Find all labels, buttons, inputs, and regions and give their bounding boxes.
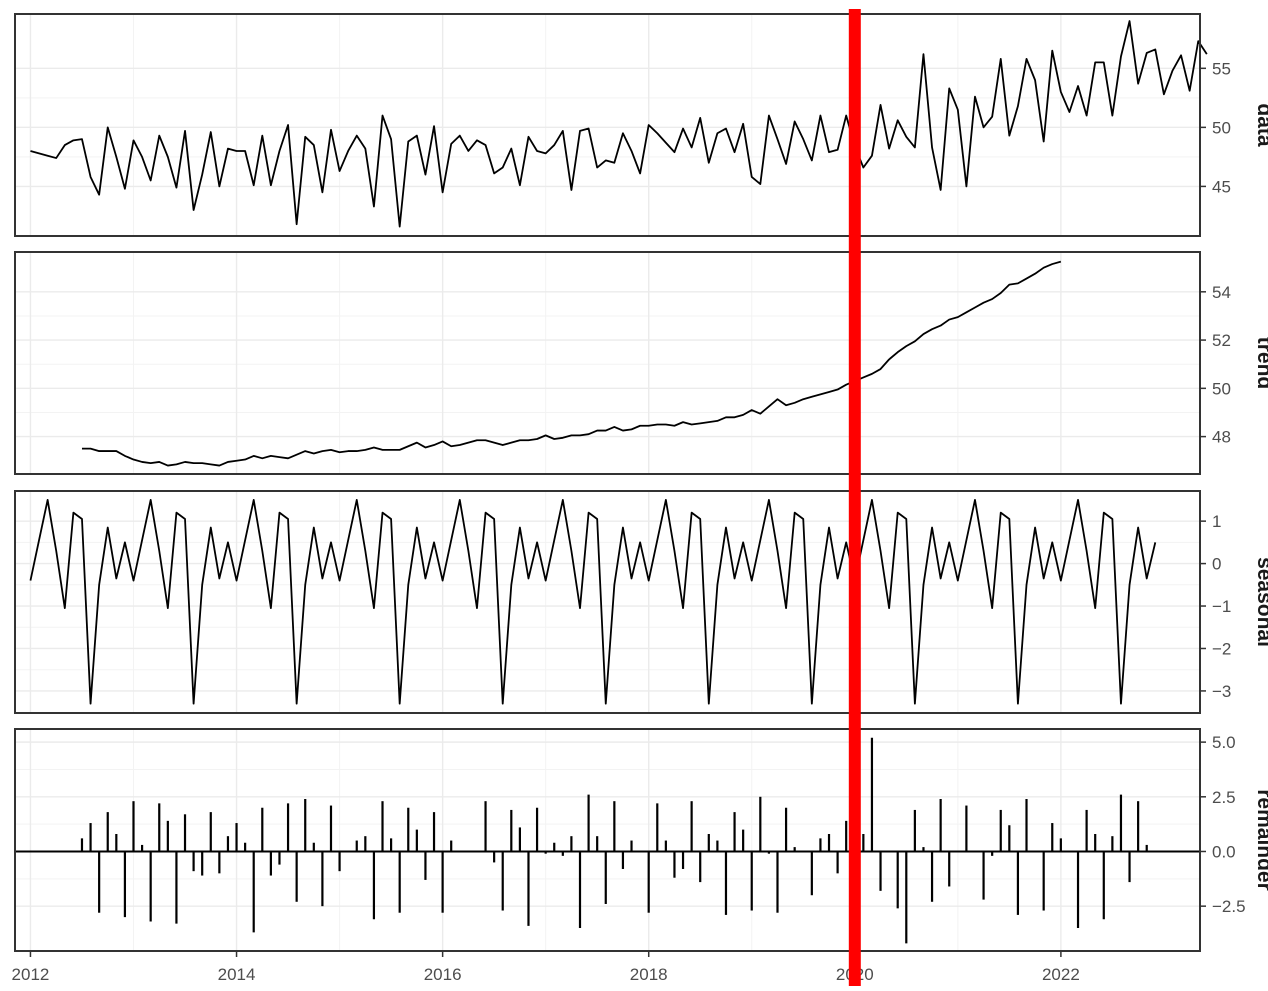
data-y-tick-label: 50 <box>1212 118 1231 137</box>
seasonal-y-tick-label: −2 <box>1212 639 1231 658</box>
trend-y-tick-label: 48 <box>1212 428 1231 447</box>
data-y-tick-label: 55 <box>1212 59 1231 78</box>
seasonal-panel-frame <box>14 490 1201 714</box>
data-series-line <box>30 20 1208 228</box>
remainder-y-tick-label: 5.0 <box>1212 733 1236 752</box>
data-y-tick-label: 45 <box>1212 177 1231 196</box>
x-tick-label: 2022 <box>1042 965 1080 984</box>
remainder-y-tick-label: 2.5 <box>1212 788 1236 807</box>
trend-strip-label: trend <box>1253 337 1268 390</box>
x-tick-label: 2014 <box>218 965 256 984</box>
x-tick-label: 2012 <box>12 965 50 984</box>
data-strip-label: data <box>1253 103 1268 147</box>
trend-y-tick-label: 50 <box>1212 379 1231 398</box>
trend-panel-background <box>15 252 1200 474</box>
remainder-strip-label: remainder <box>1253 789 1268 891</box>
data-panel-background <box>15 14 1200 236</box>
remainder-y-tick-label: 0.0 <box>1212 842 1236 861</box>
seasonal-y-tick-label: −1 <box>1212 597 1231 616</box>
x-tick-label: 2016 <box>424 965 462 984</box>
seasonal-y-tick-label: 1 <box>1212 512 1221 531</box>
marker-line <box>848 9 861 986</box>
trend-y-tick-label: 52 <box>1212 331 1231 350</box>
seasonal-strip-label: seasonal <box>1253 557 1268 647</box>
seasonal-y-tick-label: 0 <box>1212 555 1221 574</box>
data-panel-frame <box>14 13 1201 237</box>
trend-y-tick-label: 54 <box>1212 283 1231 302</box>
x-tick-label: 2018 <box>630 965 668 984</box>
trend-panel-frame <box>14 251 1201 475</box>
remainder-panel-background <box>15 729 1200 951</box>
trend-series-line <box>81 260 1062 467</box>
remainder-y-tick-label: −2.5 <box>1212 897 1246 916</box>
seasonal-y-tick-label: −3 <box>1212 682 1231 701</box>
seasonal-series-line <box>29 499 1157 705</box>
remainder-panel-frame <box>14 728 1201 952</box>
